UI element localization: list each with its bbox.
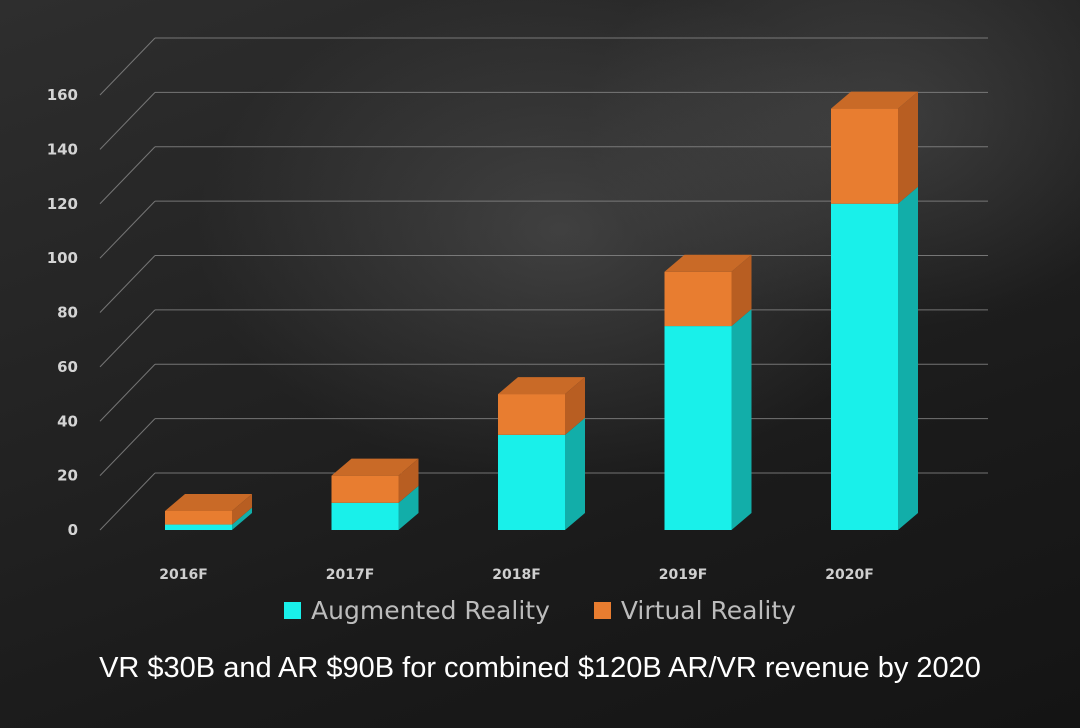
bar-side (898, 91, 918, 204)
bar-front (498, 394, 565, 435)
bar-augmented-reality-2016f (165, 507, 252, 530)
bar-front (165, 524, 232, 530)
bar-side (232, 493, 252, 525)
bar-virtual-reality-2016f (165, 493, 252, 525)
grid-line-diag (99, 146, 156, 205)
bar-augmented-reality-2018f (498, 417, 585, 530)
x-tick-label: 2017F (326, 567, 375, 583)
bar-front (165, 510, 232, 525)
grid-line-diag (99, 472, 156, 531)
y-tick-label: 0 (68, 521, 78, 539)
bar-side (731, 309, 752, 530)
y-axis-ticks: 0 20 40 60 80 100 120 140 160 (47, 86, 78, 539)
bar-side (565, 417, 585, 530)
bar-top (331, 458, 419, 476)
y-tick-label: 140 (47, 140, 78, 158)
legend-label-augmented-reality: Augmented Reality (311, 596, 550, 625)
x-tick-label: 2019F (659, 567, 708, 583)
grid-line-diag (99, 418, 156, 476)
y-tick-label: 120 (47, 195, 78, 213)
bar-side (898, 186, 918, 530)
bar-augmented-reality-2017f (331, 485, 419, 530)
bar-augmented-reality-2019f (664, 309, 752, 530)
bar-front (831, 203, 898, 530)
bar-side (398, 458, 419, 503)
bars (165, 91, 918, 530)
grid-line-diag (99, 92, 156, 150)
legend-swatch-virtual-reality (593, 602, 611, 619)
bar-top (498, 377, 585, 395)
y-tick-label: 20 (57, 467, 78, 485)
legend-label-virtual-reality: Virtual Reality (620, 596, 796, 625)
grid-line-diag (99, 309, 156, 368)
bar-virtual-reality-2020f (831, 91, 918, 204)
y-tick-label: 80 (57, 304, 78, 322)
bar-front (664, 326, 732, 530)
bar-front (498, 434, 565, 530)
bar-front (664, 271, 732, 327)
y-tick-label: 100 (47, 249, 78, 267)
grid-line-diag (99, 37, 156, 96)
bar-side (232, 507, 252, 530)
bar-side (731, 254, 752, 327)
y-tick-label: 160 (47, 86, 78, 104)
bar-side (565, 377, 585, 435)
x-axis-labels: 2016F 2017F 2018F 2019F 2020F (159, 567, 874, 583)
grid-line-diag (99, 363, 156, 422)
y-tick-label: 60 (57, 358, 78, 376)
x-tick-label: 2020F (825, 567, 874, 583)
bar-side (398, 485, 419, 530)
bar-virtual-reality-2018f (498, 377, 585, 435)
legend-swatch-augmented-reality (284, 602, 302, 619)
y-tick-label: 40 (57, 412, 78, 430)
bar-top (831, 91, 918, 109)
legend-item-augmented-reality: Augmented Reality (284, 596, 550, 625)
bar-front (331, 475, 399, 503)
bar-augmented-reality-2020f (831, 186, 918, 530)
bar-virtual-reality-2019f (664, 254, 752, 327)
legend-item-virtual-reality: Virtual Reality (593, 596, 796, 625)
bar-virtual-reality-2017f (331, 458, 419, 503)
legend: Augmented Reality Virtual Reality (0, 596, 1080, 625)
bar-top (664, 254, 752, 272)
grid-line-diag (99, 255, 156, 313)
chart-caption: VR $30B and AR $90B for combined $120B A… (99, 652, 981, 684)
grid-line-diag (99, 200, 156, 259)
bar-top (165, 493, 252, 511)
bar-front (331, 502, 399, 530)
x-tick-label: 2018F (492, 567, 541, 583)
x-tick-label: 2016F (159, 567, 208, 583)
bar-front (831, 108, 898, 204)
